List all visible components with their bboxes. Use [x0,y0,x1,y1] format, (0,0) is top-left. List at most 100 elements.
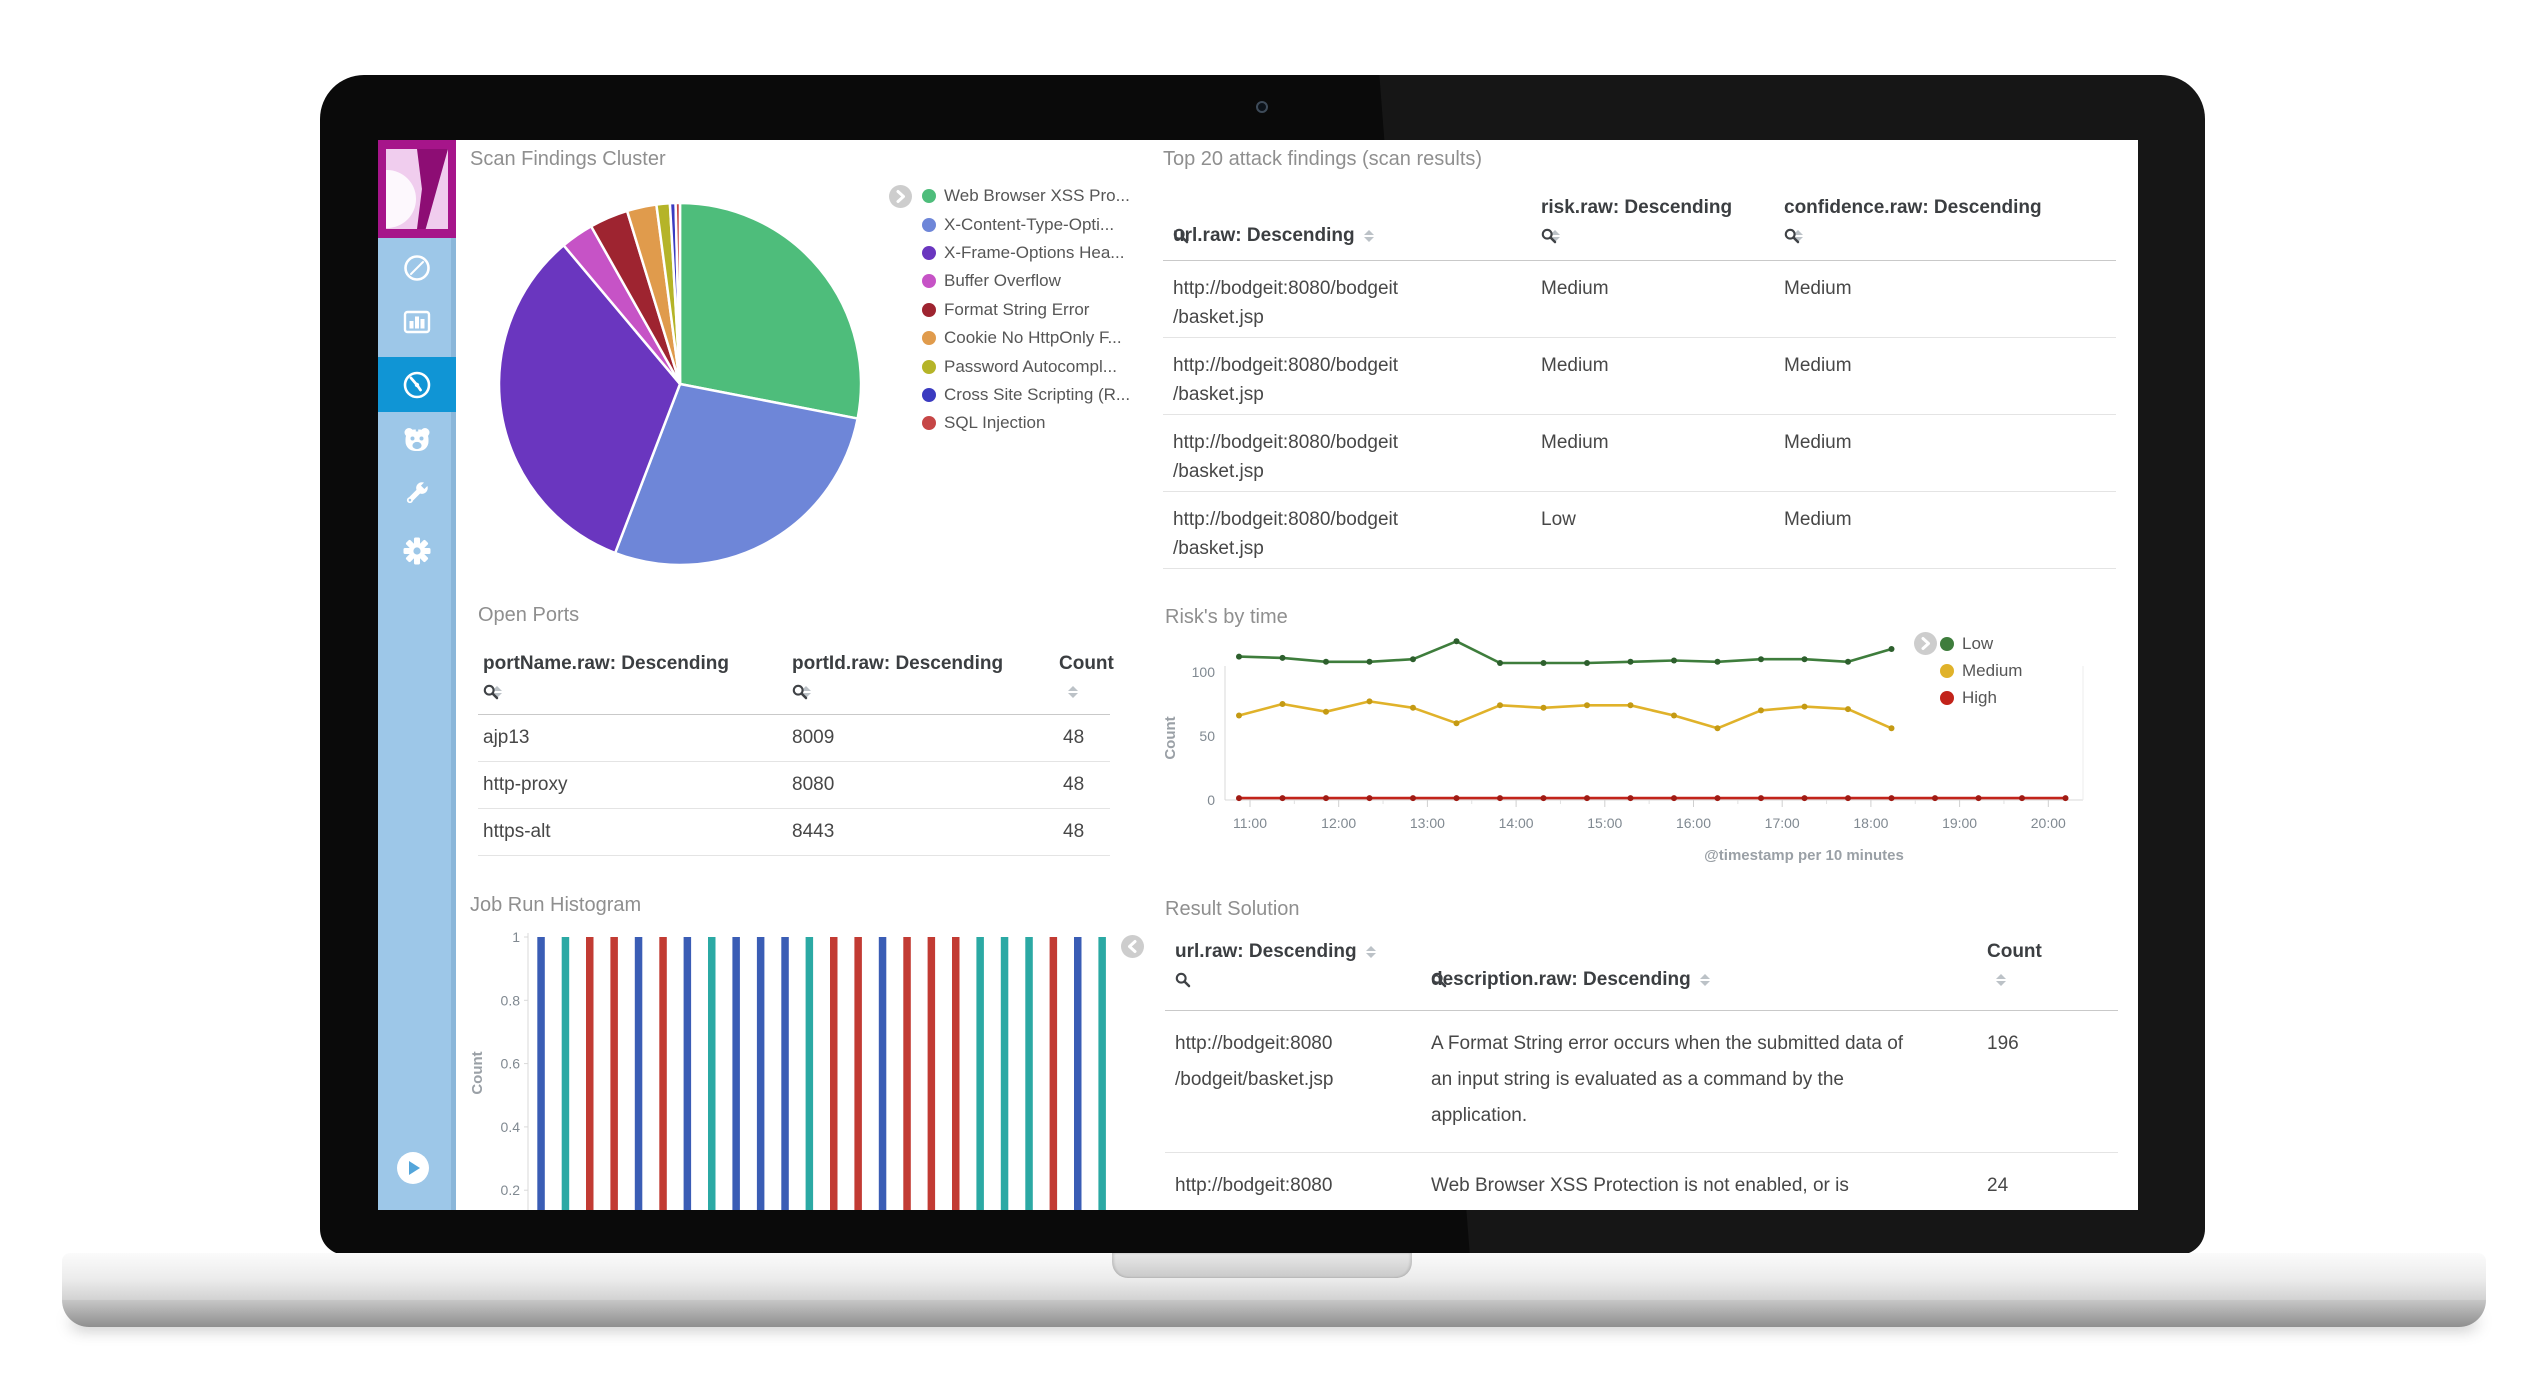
bar-chart-icon [403,310,431,334]
sidebar-item-dashboard[interactable] [378,357,456,412]
column-header[interactable]: confidence.raw: Descending [1784,194,2126,250]
legend-item[interactable]: X-Frame-Options Hea... [922,239,1130,267]
sidebar-item-plugin[interactable] [378,415,456,467]
sidebar-item-tools[interactable] [378,467,456,519]
table-row: http://bodgeit:8080 /bodgeit/basket.jsp A… [1165,1011,2118,1153]
cell-port-id: 8080 [792,774,835,795]
sort-toggle-icon[interactable] [1550,230,1560,242]
panel-title-result-solution: Result Solution [1165,898,1300,920]
legend-item[interactable]: Cross Site Scripting (R... [922,381,1130,409]
compass-icon [404,255,430,281]
pie-slice[interactable] [668,201,682,386]
kibana-logo-mark [386,149,448,229]
wrench-icon [406,481,429,504]
legend-item[interactable]: Buffer Overflow [922,267,1130,295]
sort-toggle-icon[interactable] [801,686,811,698]
data-point [1888,795,1895,802]
pie-slice[interactable] [562,225,682,386]
column-header-label: url.raw: Descending [1175,941,1357,962]
legend-item[interactable]: Password Autocompl... [922,352,1130,380]
sort-toggle-icon[interactable] [1365,946,1376,958]
screen: Scan Findings Cluster Web Browser XSS Pr… [378,140,2138,1210]
panel-title-open-ports: Open Ports [478,604,580,626]
x-tick-label: 12:00 [1321,815,1356,831]
pie-slice[interactable] [589,209,682,386]
pie-slice[interactable] [497,244,682,555]
data-point [1279,654,1286,661]
legend-item-label: X-Content-Type-Opti... [944,214,1115,234]
column-header[interactable]: description.raw: Descending [1431,938,1987,994]
legend-collapse-button[interactable] [1914,632,1937,655]
sort-toggle-icon[interactable] [1996,974,2006,986]
data-point [1540,704,1547,711]
cell-port-id: 8009 [792,727,835,748]
search-icon[interactable] [1175,972,1191,988]
search-icon[interactable] [792,684,808,700]
legend-item[interactable]: Cookie No HttpOnly F... [922,324,1130,352]
legend-dot [922,189,936,204]
play-icon [409,1161,420,1175]
table-header: url.raw: Descending risk.raw: Descending c… [1163,194,2116,261]
pie-slice[interactable] [678,201,863,420]
data-point [1932,795,1938,802]
column-header[interactable]: risk.raw: Descending [1541,194,1784,250]
legend-item[interactable]: Web Browser XSS Pro... [922,182,1130,210]
pie-slice[interactable] [613,382,859,567]
panel-title-risks-by-time: Risk's by time [1165,606,1288,628]
data-point [1323,708,1329,715]
legend-item[interactable]: Format String Error [922,296,1130,324]
cell-port-name: https-alt [483,821,551,842]
legend-item[interactable]: High [1940,684,2022,711]
column-header[interactable]: Count [1987,938,2128,994]
histogram-bar [830,937,838,1210]
data-point [1410,704,1416,711]
kibana-logo[interactable] [378,140,456,238]
sidebar-item-settings[interactable] [378,525,456,577]
table-row: http://bodgeit:8080/bodgeit /basket.jsp L… [1163,492,2116,569]
column-header-line [1784,222,2126,250]
y-axis-label: Count [469,1051,486,1094]
column-header[interactable]: portName.raw: Descending [483,650,792,706]
sidebar-item-visualize[interactable] [378,296,456,348]
column-header[interactable]: url.raw: Descending [1173,194,1541,250]
column-header-line [1175,966,1431,994]
sort-toggle-icon[interactable] [1363,230,1374,242]
legend-item[interactable]: Low [1940,630,2022,657]
sidebar-expand-button[interactable] [397,1152,429,1184]
search-icon[interactable] [1173,228,1189,244]
histogram-bar [1049,937,1058,1210]
pie-slice[interactable] [674,201,682,386]
bear-icon [404,427,430,451]
search-icon[interactable] [1784,228,1800,244]
x-tick-label: 19:00 [1942,815,1977,831]
column-header-line: confidence.raw: Descending [1784,194,2126,222]
sort-toggle-icon[interactable] [492,686,502,698]
data-point [1279,701,1286,707]
legend-dot [922,274,936,289]
sort-toggle-icon[interactable] [1068,686,1078,698]
column-header[interactable]: portId.raw: Descending [792,650,1059,706]
column-header[interactable]: url.raw: Descending [1175,938,1431,994]
column-header[interactable]: Count [1059,650,1114,706]
data-point [1410,656,1416,663]
histogram-bar [1025,937,1033,1210]
table-row: http://bodgeit:8080/bodgeit /basket.jsp M… [1163,338,2116,415]
sort-toggle-icon[interactable] [1793,230,1803,242]
pie-slice[interactable] [625,203,682,386]
search-icon[interactable] [1541,228,1557,244]
legend-item[interactable]: Medium [1940,657,2022,684]
legend-item[interactable]: SQL Injection [922,409,1130,437]
legend-expand-button[interactable] [1121,935,1144,958]
cell-confidence: Medium [1784,278,1852,299]
data-point [1845,795,1851,802]
data-point [1453,638,1460,645]
search-icon[interactable] [483,684,499,700]
sort-toggle-icon[interactable] [1699,974,1710,986]
legend-item[interactable]: X-Content-Type-Opti... [922,210,1130,238]
legend-item-label: Medium [1962,660,2023,680]
laptop-bezel: Scan Findings Cluster Web Browser XSS Pr… [320,75,2205,1255]
search-icon[interactable] [1431,972,1447,988]
sidebar-item-discover[interactable] [378,242,456,294]
pie-slice[interactable] [655,202,682,386]
legend-collapse-button[interactable] [889,185,912,208]
